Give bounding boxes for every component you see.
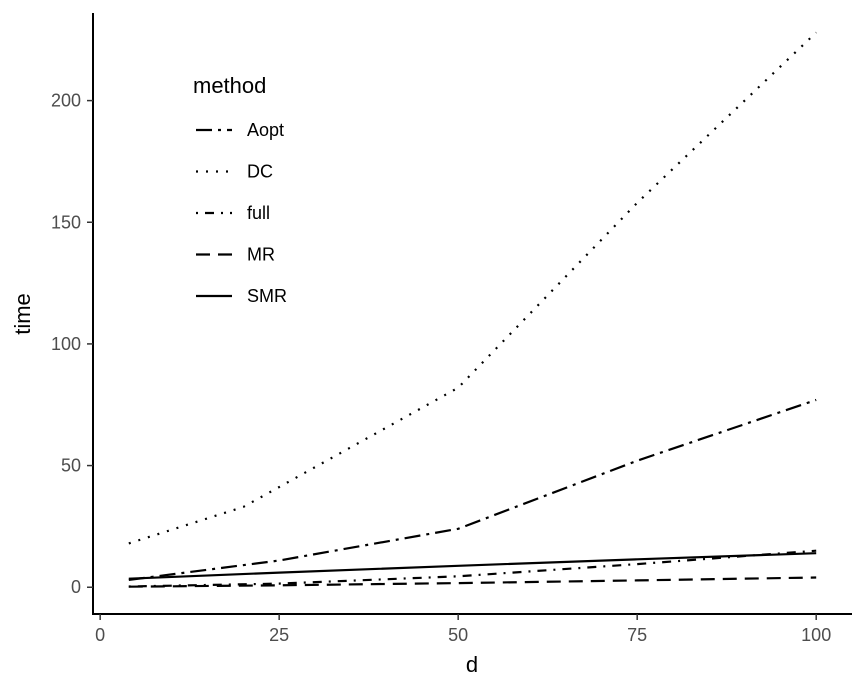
series-line-aopt — [128, 398, 817, 581]
x-tick-label: 75 — [627, 625, 647, 645]
legend-items: Aopt DC full MR SMR — [196, 120, 287, 306]
x-tick-label: 0 — [95, 625, 105, 645]
legend-label-smr: SMR — [247, 286, 287, 306]
series-line-dc — [128, 31, 817, 545]
series-lines — [128, 31, 817, 588]
series-line-smr — [128, 552, 817, 580]
y-ticks: 0 50 100 150 200 — [51, 91, 93, 597]
y-tick-label: 200 — [51, 91, 81, 111]
legend: method Aopt DC full MR SMR — [193, 73, 287, 306]
x-tick-label: 25 — [269, 625, 289, 645]
x-tick-label: 50 — [448, 625, 468, 645]
x-axis-title: d — [466, 652, 478, 677]
axes — [92, 13, 852, 615]
legend-label-aopt: Aopt — [247, 120, 284, 140]
y-axis-title: time — [10, 293, 35, 335]
legend-label-mr: MR — [247, 245, 275, 265]
y-tick-label: 50 — [61, 456, 81, 476]
y-tick-label: 100 — [51, 334, 81, 354]
y-tick-label: 0 — [71, 577, 81, 597]
x-tick-label: 100 — [801, 625, 831, 645]
legend-label-dc: DC — [247, 162, 273, 182]
legend-label-full: full — [247, 203, 270, 223]
y-tick-label: 150 — [51, 212, 81, 232]
legend-title: method — [193, 73, 266, 98]
series-line-full — [128, 549, 817, 588]
series-line-mr — [128, 576, 817, 588]
x-ticks: 0 25 50 75 100 — [95, 614, 831, 645]
